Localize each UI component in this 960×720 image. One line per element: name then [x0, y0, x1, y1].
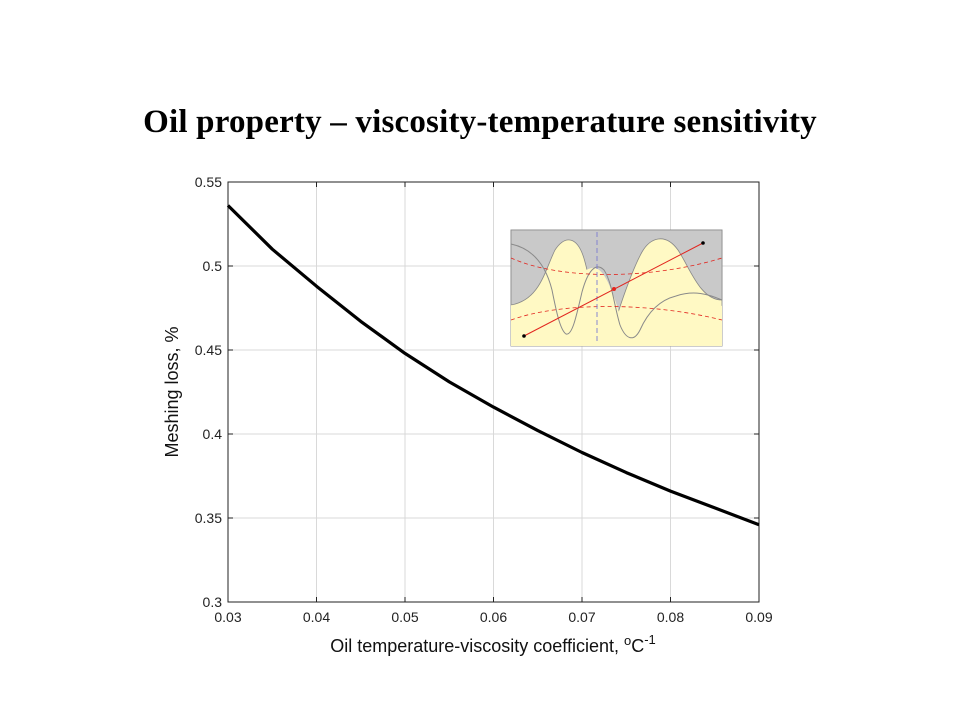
y-tick-label: 0.35 [195, 510, 222, 526]
inset-endpoint-top [701, 241, 705, 245]
inset-contact-point [612, 287, 616, 291]
y-axis-label: Meshing loss, % [162, 326, 182, 457]
x-axis-unit-degree: o [624, 633, 631, 648]
x-tick-label: 0.09 [745, 609, 772, 625]
x-tick-label: 0.03 [214, 609, 241, 625]
x-tick-labels: 0.03 0.04 0.05 0.06 0.07 0.08 0.09 [214, 609, 772, 625]
y-tick-labels: 0.3 0.35 0.4 0.45 0.5 0.55 [195, 174, 222, 610]
x-axis-unit-c: C [631, 636, 644, 656]
inset-pitch-circle-lower [510, 306, 723, 321]
x-axis-unit-exponent: -1 [644, 632, 656, 647]
inset-pitch-circle-upper [510, 257, 723, 275]
x-tick-label: 0.07 [568, 609, 595, 625]
y-tick-label: 0.55 [195, 174, 222, 190]
x-tick-label: 0.06 [480, 609, 507, 625]
slide-title: Oil property – viscosity-temperature sen… [143, 104, 817, 140]
plot-frame [227, 181, 760, 603]
inset-upper-gear-outline [510, 243, 723, 339]
x-tick-label: 0.05 [391, 609, 418, 625]
y-tick-label: 0.3 [203, 594, 223, 610]
gear-mesh-diagram-icon [510, 229, 723, 347]
y-tick-label: 0.45 [195, 342, 222, 358]
y-tick-label: 0.4 [203, 426, 223, 442]
x-tick-label: 0.04 [303, 609, 330, 625]
y-tick-label: 0.5 [203, 258, 223, 274]
series-line [226, 204, 760, 527]
x-tick-label: 0.08 [657, 609, 684, 625]
inset-endpoint-bottom [522, 334, 526, 338]
x-axis-label: Oil temperature-viscosity coefficient, o… [330, 632, 656, 656]
